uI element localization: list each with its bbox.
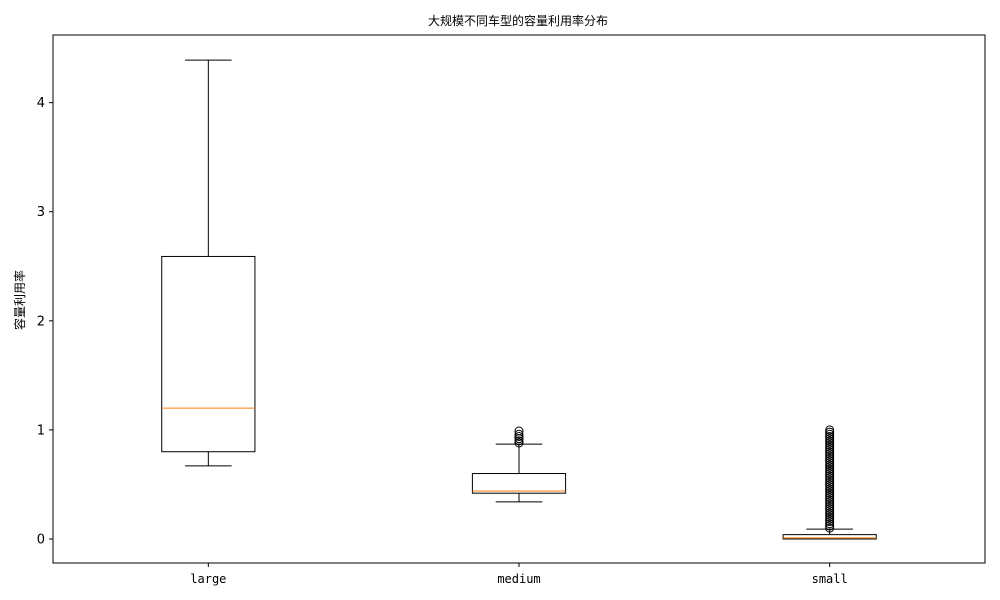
- outlier-point: [825, 458, 835, 468]
- outlier-point: [514, 436, 524, 446]
- outlier-point: [825, 514, 835, 524]
- outlier-point: [825, 493, 835, 503]
- outlier-point: [825, 425, 835, 435]
- outlier-point: [825, 508, 835, 518]
- outlier-point: [825, 519, 835, 529]
- outlier-point: [825, 486, 835, 496]
- outlier-point: [825, 427, 835, 437]
- y-tick-label: 0: [37, 533, 45, 548]
- outlier-point: [825, 488, 835, 498]
- outlier-point: [825, 503, 835, 513]
- outlier-point: [825, 512, 835, 522]
- outlier-point: [825, 460, 835, 470]
- outlier-point: [825, 462, 835, 472]
- outlier-point: [825, 499, 835, 509]
- outlier-point: [825, 431, 835, 441]
- outlier-point: [825, 451, 835, 461]
- outlier-point: [825, 449, 835, 459]
- x-tick-label: medium: [497, 572, 540, 586]
- outlier-point: [825, 501, 835, 511]
- outlier-point: [825, 484, 835, 494]
- outlier-point: [825, 429, 835, 439]
- outlier-point: [825, 490, 835, 500]
- chart-title: 大规模不同车型的容量利用率分布: [428, 13, 608, 28]
- outlier-point: [825, 440, 835, 450]
- outlier-point: [825, 455, 835, 465]
- y-axis-label: 容量利用率: [12, 270, 27, 330]
- x-tick-label: large: [190, 572, 226, 586]
- outlier-point: [825, 473, 835, 483]
- x-tick-label: small: [812, 572, 848, 586]
- outlier-point: [825, 438, 835, 448]
- outlier-point: [825, 434, 835, 444]
- outlier-point: [514, 431, 524, 441]
- y-tick-label: 4: [37, 96, 45, 111]
- box-medium: [471, 473, 567, 494]
- outlier-point: [825, 436, 835, 446]
- outlier-point: [825, 521, 835, 531]
- box-large: [161, 255, 256, 453]
- y-tick-label: 2: [37, 314, 45, 329]
- outlier-point: [825, 477, 835, 487]
- outlier-point: [825, 497, 835, 507]
- y-tick-label: 3: [37, 205, 45, 220]
- outlier-point: [514, 426, 524, 436]
- plot-area: 0 1 2 3 4 large medium small: [37, 59, 877, 586]
- outlier-point: [825, 442, 835, 452]
- outlier-point: [825, 471, 835, 481]
- y-tick-label: 1: [37, 423, 45, 438]
- outlier-point: [825, 506, 835, 516]
- outlier-point: [825, 510, 835, 520]
- outlier-point: [825, 453, 835, 463]
- outlier-point: [825, 479, 835, 489]
- outlier-point: [514, 429, 524, 439]
- outlier-point: [825, 469, 835, 479]
- outlier-point: [825, 482, 835, 492]
- plot-frame: [52, 34, 986, 564]
- outlier-point: [825, 495, 835, 505]
- outlier-point: [825, 466, 835, 476]
- outlier-point: [825, 475, 835, 485]
- outlier-point: [825, 517, 835, 527]
- outlier-point: [825, 445, 835, 455]
- outlier-point: [825, 464, 835, 474]
- outlier-point: [514, 438, 524, 448]
- box-small: [782, 534, 877, 540]
- outlier-point: [825, 447, 835, 457]
- outlier-point: [825, 523, 835, 533]
